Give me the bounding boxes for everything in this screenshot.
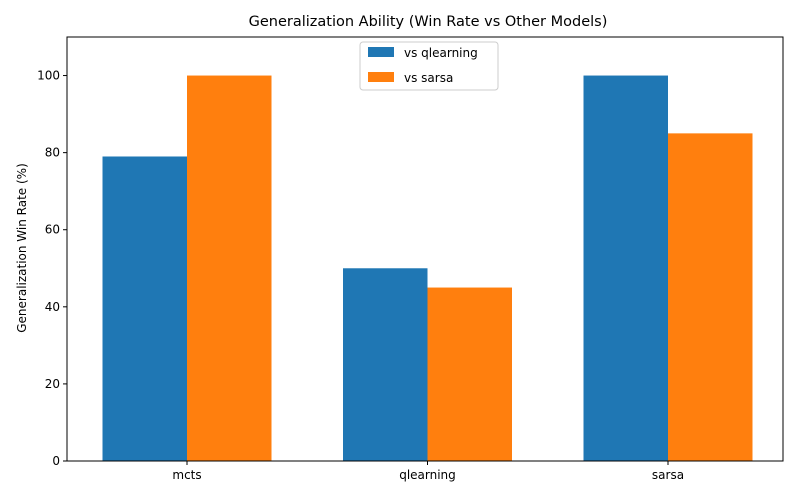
y-axis-label: Generalization Win Rate (%) — [15, 163, 29, 333]
bars-layer — [102, 75, 753, 461]
legend-label-vs-qlearning: vs qlearning — [404, 46, 478, 60]
legend-label-vs-sarsa: vs sarsa — [404, 71, 453, 85]
legend-box — [359, 41, 499, 91]
ticks-layer: mcts qlearning sarsa 0 20 40 60 80 100 — [37, 69, 684, 482]
bar-mcts-vs-qlearning — [102, 156, 187, 461]
legend-swatch-vs-qlearning — [368, 47, 394, 57]
chart-title: Generalization Ability (Win Rate vs Othe… — [249, 14, 608, 30]
legend-swatch-vs-sarsa — [368, 72, 394, 82]
bar-qlearning-vs-qlearning — [343, 268, 428, 461]
x-tick-label-qlearning: qlearning — [399, 468, 456, 482]
y-tick-label: 40 — [45, 300, 60, 314]
y-tick-label: 80 — [45, 146, 60, 160]
legend: vs qlearning vs sarsa — [359, 41, 499, 91]
y-tick-label: 60 — [45, 223, 60, 237]
bar-sarsa-vs-qlearning — [583, 75, 668, 461]
y-tick-label: 0 — [52, 454, 60, 468]
bar-sarsa-vs-sarsa — [668, 133, 753, 461]
plot-frame — [66, 36, 784, 462]
bar-mcts-vs-sarsa — [187, 75, 272, 461]
x-tick-label-mcts: mcts — [172, 468, 201, 482]
y-tick-label: 100 — [37, 69, 60, 83]
x-tick-label-sarsa: sarsa — [652, 468, 684, 482]
bar-qlearning-vs-sarsa — [427, 287, 512, 461]
y-tick-label: 20 — [45, 377, 60, 391]
